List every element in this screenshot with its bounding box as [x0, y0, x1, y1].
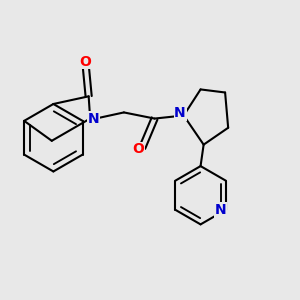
Text: N: N: [214, 203, 226, 217]
Text: N: N: [174, 106, 186, 120]
Text: O: O: [80, 55, 92, 69]
Text: O: O: [133, 142, 145, 156]
Text: N: N: [88, 112, 100, 126]
